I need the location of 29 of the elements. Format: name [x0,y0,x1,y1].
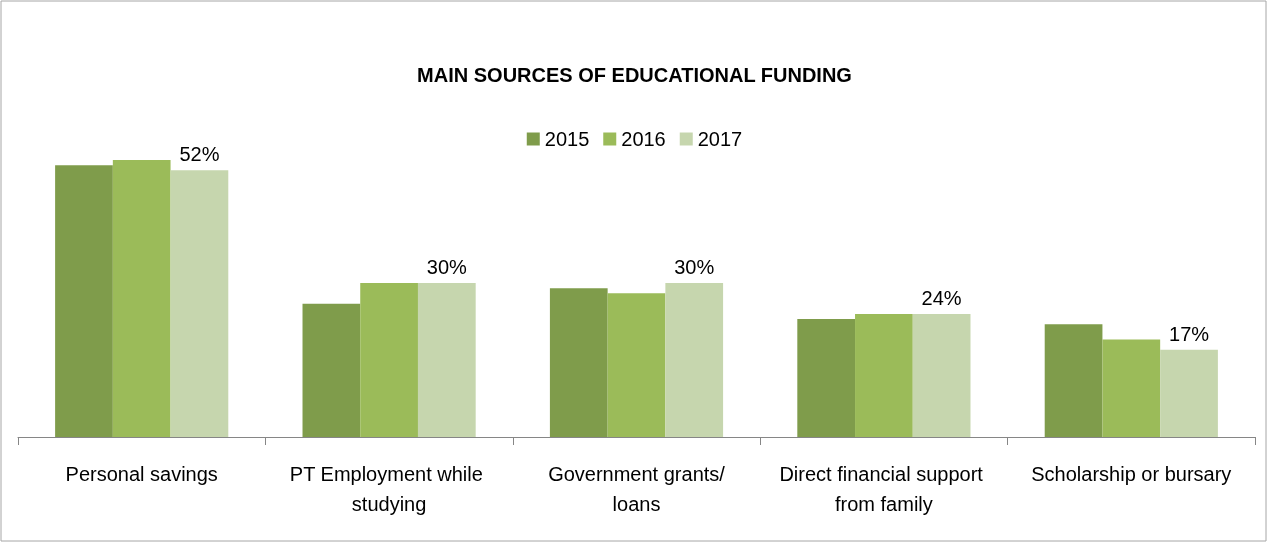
data-label: 24% [921,286,962,309]
legend-label: 2015 [544,128,590,150]
bar [1160,349,1218,437]
x-tick-label: Personal savings [65,463,218,485]
legend-label: 2016 [621,128,666,150]
bar [607,293,666,437]
bar [665,283,724,437]
bar [797,319,856,437]
x-tick-label: Direct financial support from family [779,463,989,515]
x-tick-label: PT Employment while studying [289,463,489,515]
bar [112,160,171,437]
bar [549,288,608,437]
bar [912,313,971,437]
data-label: 30% [674,256,715,279]
bar [55,165,113,437]
chart-title: MAIN SOURCES OF EDUCATIONAL FUNDING [417,64,852,86]
data-label: 30% [426,256,468,279]
data-label: 17% [1169,322,1210,345]
bar [1044,324,1103,437]
bar [170,170,229,437]
bar [360,283,418,437]
bar [855,313,913,437]
bar [1102,339,1161,437]
x-tick-label: Government grants/loans [548,463,726,515]
data-label: 52% [179,143,220,166]
legend-label: 2017 [697,128,743,150]
bar [417,283,476,437]
x-tick-label: Scholarship or bursary [1031,463,1232,485]
bar [302,303,361,437]
